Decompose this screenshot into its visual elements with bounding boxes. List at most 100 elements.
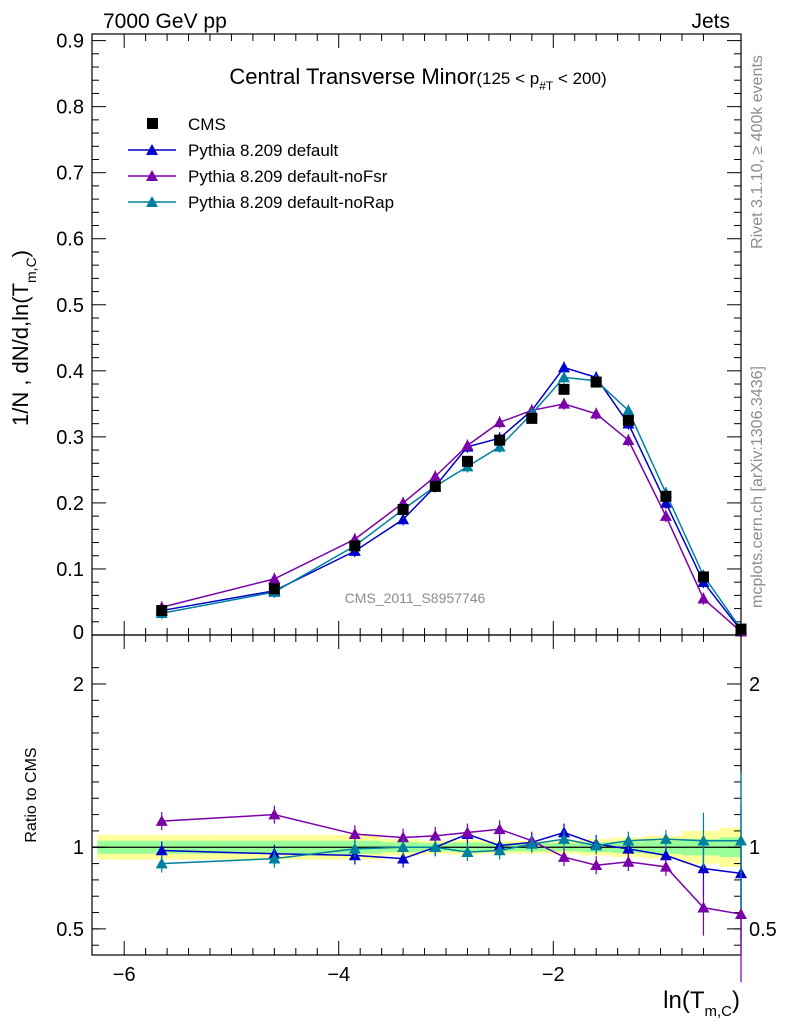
ratio-series-point <box>493 823 506 835</box>
ratio-series-point <box>525 837 538 849</box>
top-ylabel: 1/N , dN/d,ln(Tm,C) <box>8 250 39 426</box>
ratio-series-line <box>161 813 742 915</box>
top-ytick-label: 0.6 <box>56 229 84 251</box>
data-point-cms <box>494 434 506 446</box>
top-series-point <box>659 496 672 508</box>
ratio-series-point <box>429 829 442 841</box>
top-series-point <box>397 513 410 525</box>
ratio-series-point <box>155 857 168 869</box>
chart-title: Central Transverse Minor(125 < p#T < 200… <box>229 64 606 93</box>
top-ylabel-main: 1/N , dN/d,ln(T <box>8 283 33 426</box>
xlabel-main: ln(T <box>663 987 705 1014</box>
ratio-series-point <box>735 908 747 919</box>
ratio-series-point <box>155 815 168 826</box>
ratio-series-point <box>429 841 442 853</box>
ratio-series-point <box>659 849 672 861</box>
xlabel-sub: m,C <box>705 1003 733 1020</box>
ratio-series-line <box>161 831 742 875</box>
chart-title-cut: (125 < p <box>476 69 539 88</box>
legend-marker-norap <box>146 196 158 207</box>
ratio-series-point <box>735 834 747 846</box>
top-series-point <box>493 440 506 452</box>
data-point-cms <box>526 412 538 424</box>
bottom-xtick-label: −6 <box>113 964 136 986</box>
bottom-frame <box>91 634 742 956</box>
chart-title-cut-end: < 200) <box>553 69 606 88</box>
ratio-series-point <box>348 828 361 839</box>
legend-marker-cms <box>147 118 158 129</box>
top-series-point <box>268 572 281 584</box>
top-ylabel-sub: m,C <box>23 257 39 283</box>
ratio-series-point <box>622 834 635 846</box>
top-series-point <box>461 439 474 451</box>
data-point-cms <box>660 490 672 502</box>
ratio-series-point <box>268 852 281 864</box>
bottom-ytick-label: 2 <box>73 674 84 696</box>
ratio-series-point <box>461 826 474 838</box>
legend: CMS Pythia 8.209 default Pythia 8.209 de… <box>128 115 394 212</box>
xlabel: ln(Tm,C) <box>663 987 740 1020</box>
ratio-series-point <box>659 833 672 844</box>
legend-label-nofsr: Pythia 8.209 default-noFsr <box>188 167 388 186</box>
ratio-series-point <box>268 808 281 820</box>
bottom-ytick-label-right: 0.5 <box>749 919 777 941</box>
bottom-ytick-label: 0.5 <box>56 919 84 941</box>
ratio-series-point <box>348 842 361 854</box>
bottom-ytick-label-right: 1 <box>749 837 760 859</box>
data-point-cms <box>622 414 634 426</box>
ratio-series-point <box>659 860 672 872</box>
rivet-label: Rivet 3.1.10, ≥ 400k events <box>749 55 766 249</box>
top-series-line <box>161 376 742 630</box>
data-point-cms <box>697 571 709 583</box>
header-left: 7000 GeV pp <box>103 10 227 33</box>
top-ytick-label: 0.8 <box>56 97 84 119</box>
top-ytick-label: 0.2 <box>56 493 84 515</box>
top-series-point <box>429 470 442 482</box>
chart-title-cut-sub: #T <box>539 79 554 93</box>
data-point-cms <box>735 623 747 635</box>
top-ytick-label: 0.7 <box>56 163 84 185</box>
header-right: Jets <box>691 10 730 33</box>
ratio-series-point <box>622 855 635 867</box>
top-plot: 0.1 0.2 0.3 0.4 0.5 0.6 0.7 0.8 0.9 0 <box>56 31 747 644</box>
top-ytick-label: 0.1 <box>56 559 84 581</box>
analysis-watermark: CMS_2011_S8957746 <box>345 590 486 606</box>
top-series-line <box>161 403 742 633</box>
top-ytick-label: 0.5 <box>56 295 84 317</box>
data-point-cms <box>558 383 570 395</box>
top-ytick-label: 0.4 <box>56 361 84 383</box>
bottom-ytick-label: 1 <box>73 837 84 859</box>
top-ytick-label: 0.3 <box>56 427 84 449</box>
ratio-series-point <box>397 831 410 843</box>
ratio-series-point <box>590 839 603 851</box>
top-series-point <box>622 404 635 416</box>
data-point-cms <box>429 480 441 492</box>
data-point-cms <box>156 605 168 617</box>
bottom-xtick-label: −2 <box>542 964 565 986</box>
data-point-cms <box>397 504 409 516</box>
ratio-series-point <box>461 846 474 857</box>
ratio-series-point <box>558 833 570 844</box>
data-point-cms <box>349 540 361 552</box>
ratio-series-line <box>161 838 741 865</box>
ratio-series-point <box>697 901 710 913</box>
legend-marker-nofsr <box>146 170 158 181</box>
legend-label-default: Pythia 8.209 default <box>188 141 339 160</box>
top-series-point <box>622 434 635 445</box>
legend-label-cms: CMS <box>188 115 226 134</box>
chart-title-main: Central Transverse Minor <box>229 64 476 89</box>
top-series-point <box>558 361 570 373</box>
ratio-series-point <box>397 841 410 853</box>
top-ytick-label: 0.9 <box>56 31 84 53</box>
legend-marker-default <box>146 144 158 155</box>
top-series-point <box>590 407 603 419</box>
bottom-ylabel: Ratio to CMS <box>23 747 40 842</box>
ratio-series-point <box>493 844 506 856</box>
legend-label-norap: Pythia 8.209 default-noRap <box>188 193 394 212</box>
top-series-point <box>558 371 570 383</box>
bottom-ytick-label-right: 2 <box>749 674 760 696</box>
data-point-cms <box>461 455 473 467</box>
ratio-series-point <box>397 852 410 864</box>
xlabel-close: ) <box>732 987 740 1014</box>
data-point-cms <box>590 376 602 388</box>
